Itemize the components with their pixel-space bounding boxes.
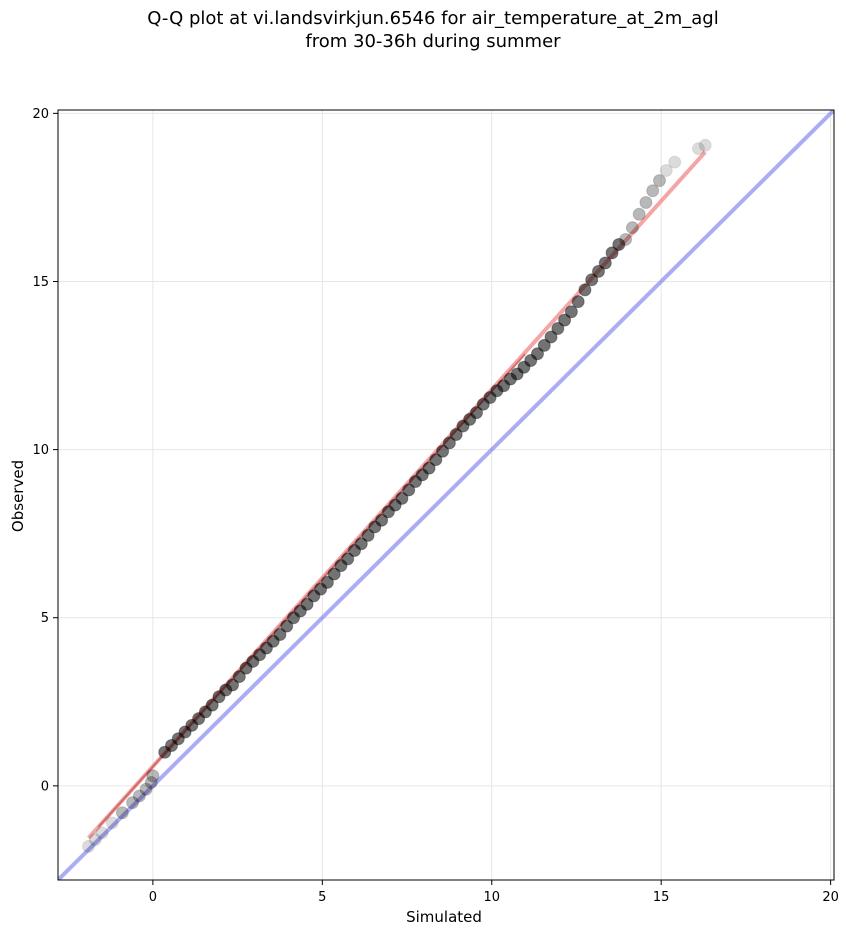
quantile-point	[578, 283, 592, 297]
quantile-point	[395, 491, 409, 505]
quantile-point	[300, 597, 314, 611]
quantile-point	[375, 513, 389, 527]
x-tick-label: 20	[822, 890, 839, 905]
quantile-point	[585, 273, 599, 287]
quantile-point	[115, 806, 129, 820]
quantile-point	[429, 453, 443, 467]
quantile-point	[668, 155, 682, 169]
quantile-point	[442, 436, 456, 450]
quantile-point	[639, 195, 653, 209]
chart-subtitle: from 30-36h during summer	[305, 31, 561, 52]
quantile-point	[698, 138, 712, 152]
quantile-point	[646, 184, 660, 198]
x-tick-label: 0	[149, 890, 157, 905]
x-tick-label: 10	[483, 890, 500, 905]
identity-line	[58, 110, 834, 880]
quantile-point	[144, 775, 158, 789]
quantile-point	[226, 678, 240, 692]
quantile-point	[652, 174, 666, 188]
quantile-point	[232, 670, 246, 684]
quantile-point	[612, 237, 626, 251]
quantile-point	[530, 347, 544, 361]
quantile-point	[591, 264, 605, 278]
quantile-point	[551, 322, 565, 336]
quantile-point	[436, 444, 450, 458]
quantile-point	[402, 483, 416, 497]
quantile-point	[564, 305, 578, 319]
quantile-point	[132, 789, 146, 803]
quantile-point	[88, 833, 102, 847]
quantile-point	[320, 575, 334, 589]
quantile-point	[469, 406, 483, 420]
x-axis-label: Simulated	[406, 908, 482, 926]
y-tick-label: 20	[32, 107, 49, 122]
quantile-point	[361, 528, 375, 542]
y-axis-label: Observed	[9, 460, 27, 532]
quantile-point	[205, 698, 219, 712]
plot-frame	[57, 109, 835, 881]
quantile-point	[558, 313, 572, 327]
quantile-point	[691, 142, 705, 156]
quantile-point	[280, 619, 294, 633]
quantile-point	[354, 537, 368, 551]
grid-layer	[58, 110, 834, 880]
quantile-point	[146, 769, 160, 783]
quantile-points-layer	[81, 138, 712, 853]
quantile-point	[544, 330, 558, 344]
quantile-point	[139, 782, 153, 796]
y-tick-label: 15	[32, 275, 49, 290]
quantile-point	[598, 256, 612, 270]
quantile-point	[449, 427, 463, 441]
x-tick-label: 5	[318, 890, 326, 905]
quantile-point	[105, 816, 119, 830]
quantile-point	[327, 567, 341, 581]
quantile-point	[81, 839, 95, 853]
y-tick-label: 5	[41, 611, 49, 626]
quantile-point	[605, 246, 619, 260]
quantile-point	[537, 338, 551, 352]
x-tick-label: 15	[653, 890, 670, 905]
quantile-point	[126, 796, 140, 810]
quantile-point	[619, 232, 633, 246]
reference-lines-layer	[58, 110, 834, 880]
quantile-point	[571, 295, 585, 309]
quantile-point	[659, 164, 673, 178]
quantile-point	[632, 207, 646, 221]
y-tick-label: 10	[32, 443, 49, 458]
y-tick-label: 0	[41, 779, 49, 794]
axes-layer: 0 5 10 15 20 0 5 10 15 20	[32, 107, 838, 905]
chart-title: Q-Q plot at vi.landsvirkjun.6546 for air…	[147, 8, 718, 29]
quantile-point	[625, 221, 639, 235]
quantile-point	[422, 461, 436, 475]
quantile-point	[341, 552, 355, 566]
quantile-point	[95, 826, 109, 840]
quantile-point	[273, 628, 287, 642]
